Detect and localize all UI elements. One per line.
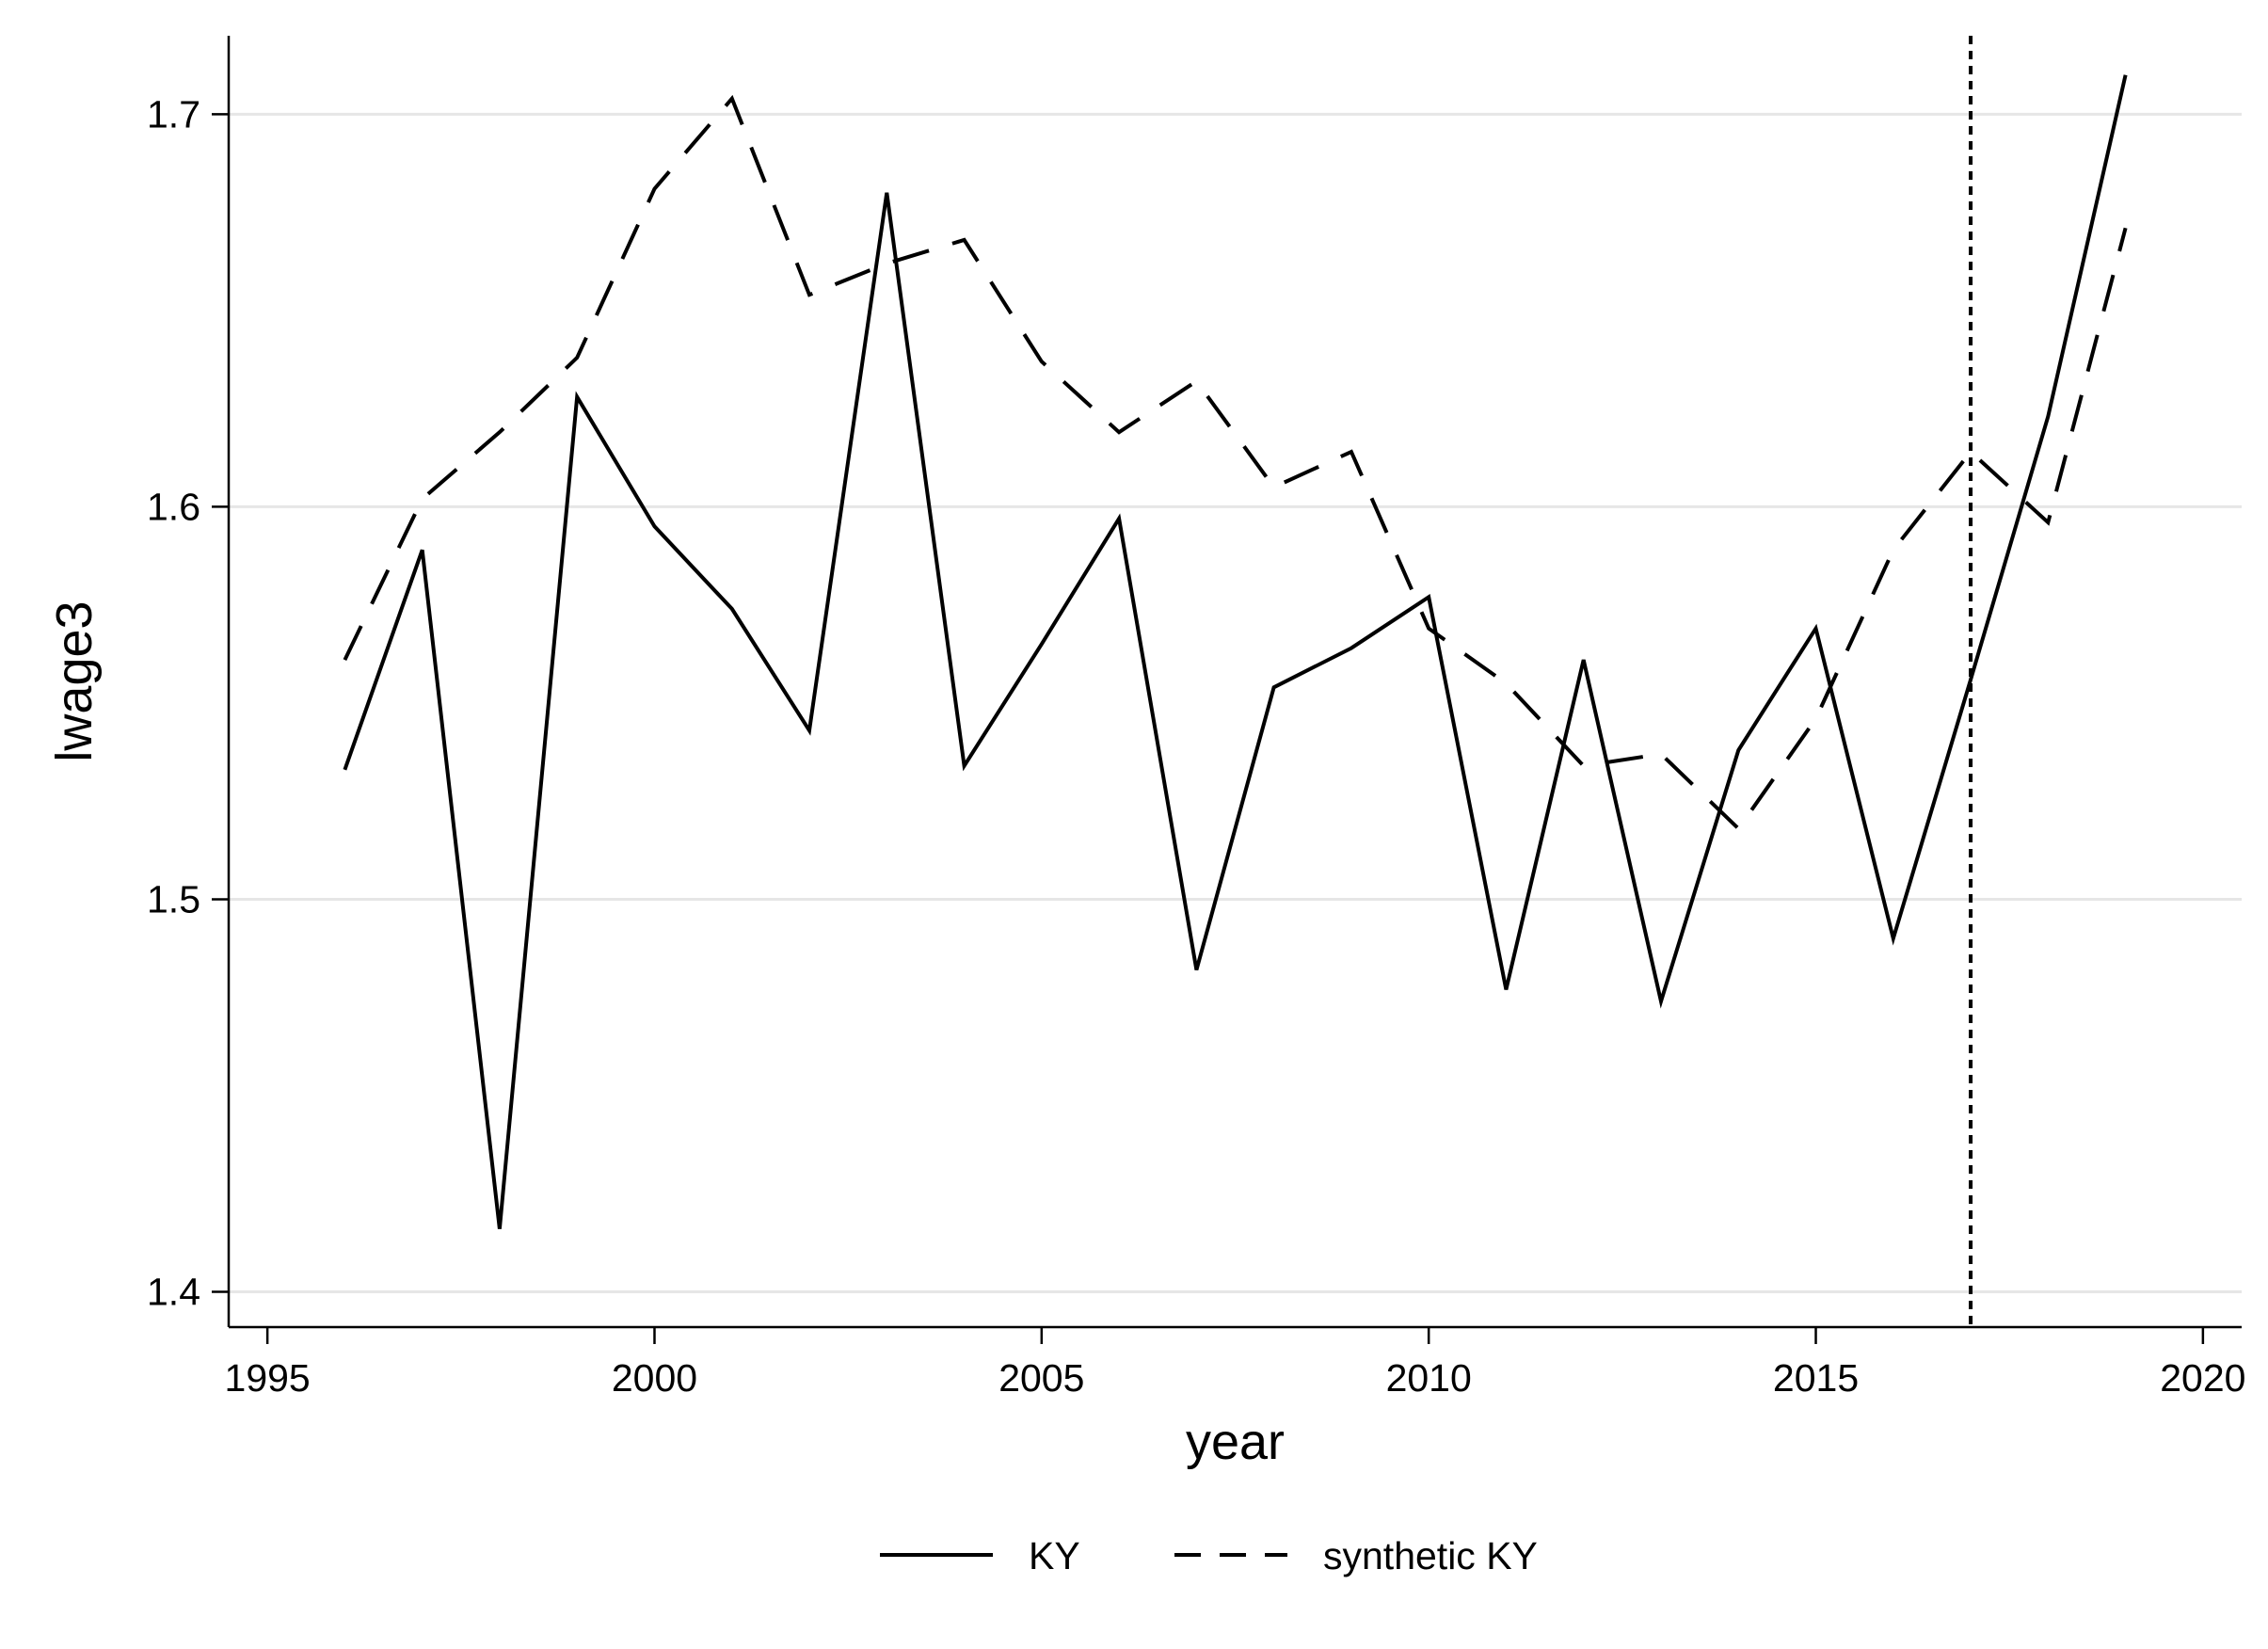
y-tick-label-2: 1.6 [147, 485, 200, 528]
axis-labels: year lwage3 [46, 600, 1285, 1470]
x-tick-label-3: 2010 [1386, 1356, 1472, 1400]
series-lines [343, 74, 2128, 1229]
legend: KY synthetic KY [880, 1534, 1538, 1577]
x-axis-title: year [1186, 1414, 1285, 1470]
y-tick-label-3: 1.7 [147, 92, 200, 136]
x-tick-label-4: 2015 [1773, 1356, 1859, 1400]
legend-label-ky: KY [1029, 1534, 1080, 1577]
x-tick-label-1: 2000 [612, 1356, 697, 1400]
series-line-synthetic-ky [343, 94, 2128, 832]
axes: 1.4 1.5 1.6 1.7 1995 2000 2005 2010 2015 2020 [147, 36, 2245, 1400]
gridlines [229, 112, 2242, 1293]
x-tick-label-0: 1995 [225, 1356, 311, 1400]
y-tick-label-1: 1.5 [147, 877, 200, 921]
legend-label-synthetic-ky: synthetic KY [1323, 1534, 1538, 1577]
x-tick-label-5: 2020 [2160, 1356, 2245, 1400]
series-line-ky [343, 74, 2128, 1229]
y-axis-title: lwage3 [46, 600, 103, 761]
y-tick-label-0: 1.4 [147, 1270, 200, 1313]
x-tick-label-2: 2005 [998, 1356, 1084, 1400]
